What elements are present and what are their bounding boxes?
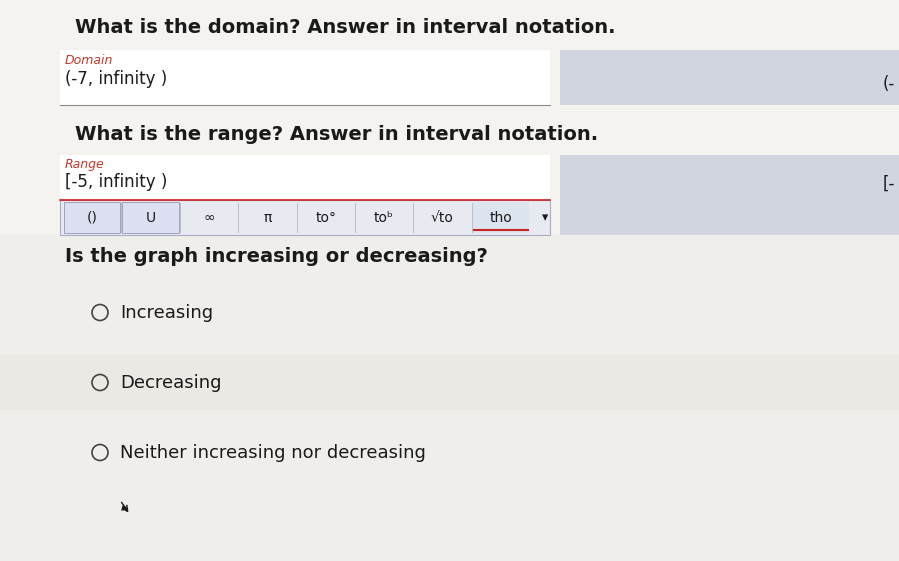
Text: ▸: ▸ xyxy=(120,500,130,516)
Bar xyxy=(473,202,529,233)
Bar xyxy=(60,200,550,235)
Text: What is the domain? Answer in interval notation.: What is the domain? Answer in interval n… xyxy=(75,18,616,37)
Bar xyxy=(0,425,899,480)
Text: Neither increasing nor decreasing: Neither increasing nor decreasing xyxy=(120,444,426,462)
Text: to°: to° xyxy=(316,210,336,224)
Text: ∞: ∞ xyxy=(203,210,215,224)
Bar xyxy=(0,355,899,410)
Text: ▾: ▾ xyxy=(542,211,548,224)
Text: Is the graph increasing or decreasing?: Is the graph increasing or decreasing? xyxy=(65,247,488,266)
Text: toᵇ: toᵇ xyxy=(374,210,394,224)
Text: Range: Range xyxy=(65,158,105,171)
Bar xyxy=(60,50,550,105)
Bar xyxy=(0,285,899,340)
Bar xyxy=(560,155,899,235)
Text: (): () xyxy=(86,210,98,224)
Text: √to: √to xyxy=(431,210,454,224)
Text: [-: [- xyxy=(883,175,895,193)
Text: tho: tho xyxy=(489,210,512,224)
Bar xyxy=(64,202,120,233)
Bar xyxy=(0,235,899,561)
Text: (-7, infinity ): (-7, infinity ) xyxy=(65,70,167,88)
Text: Increasing: Increasing xyxy=(120,304,213,321)
Bar xyxy=(122,202,179,233)
Text: (-: (- xyxy=(883,75,895,93)
Text: Decreasing: Decreasing xyxy=(120,374,221,392)
Text: Domain: Domain xyxy=(65,54,113,67)
Bar xyxy=(560,50,899,105)
Text: π: π xyxy=(263,210,271,224)
Bar xyxy=(0,110,899,160)
Bar xyxy=(60,155,550,200)
Text: U: U xyxy=(146,210,156,224)
Text: What is the range? Answer in interval notation.: What is the range? Answer in interval no… xyxy=(75,125,598,144)
Text: [-5, infinity ): [-5, infinity ) xyxy=(65,173,167,191)
